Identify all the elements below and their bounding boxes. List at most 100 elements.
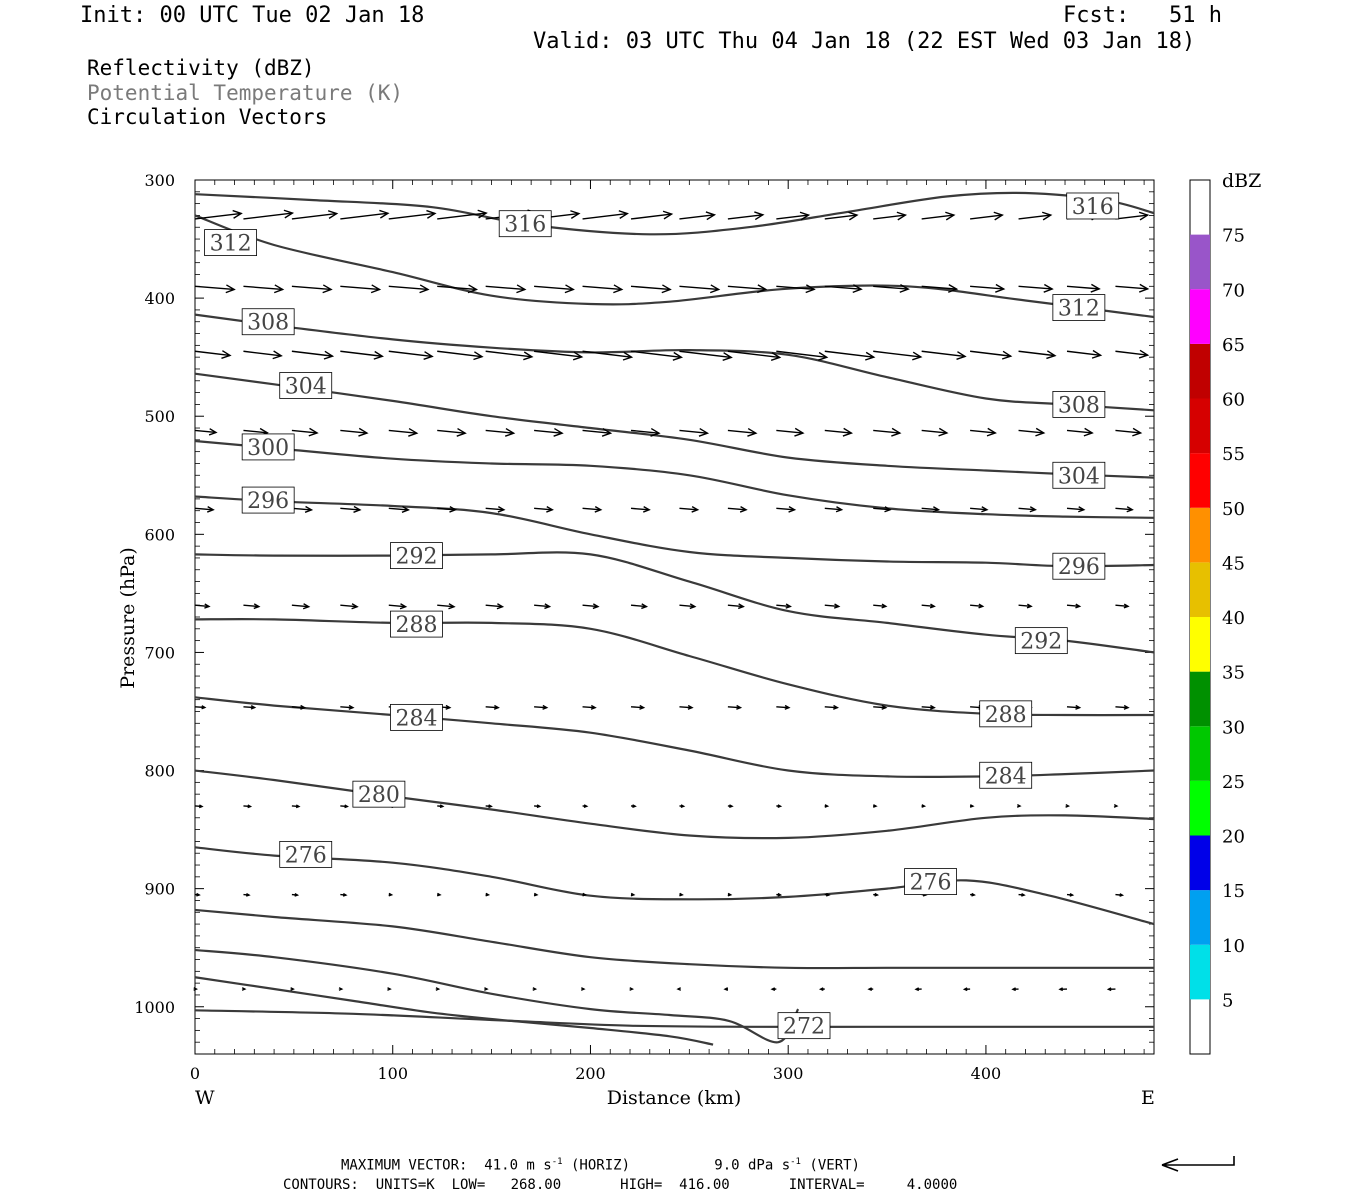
colorbar-tick-label: 15 xyxy=(1222,881,1245,902)
colorbar-tick-label: 25 xyxy=(1222,772,1245,793)
contour-label: 308 xyxy=(1052,391,1106,418)
contour-label: 304 xyxy=(279,372,333,400)
plot-frame xyxy=(194,179,1155,1055)
contours-note: CONTOURS: UNITS=K LOW= 268.00 HIGH= 416.… xyxy=(283,1177,958,1193)
theta-contour-line xyxy=(194,191,1155,236)
circulation-vector xyxy=(243,804,253,809)
circulation-vector xyxy=(776,804,783,809)
circulation-vector xyxy=(824,506,844,513)
theta-contour-line xyxy=(194,976,714,1046)
circulation-vector xyxy=(1058,987,1068,992)
circulation-vector xyxy=(534,506,554,513)
circulation-vector xyxy=(1066,603,1082,609)
circulation-vector xyxy=(1115,506,1134,513)
circulation-vector xyxy=(921,804,927,808)
circulation-vector xyxy=(534,350,584,361)
y-tick-label: 300 xyxy=(144,171,175,190)
circulation-vector xyxy=(921,704,936,710)
y-tick-label: 400 xyxy=(144,289,175,308)
circulation-vector xyxy=(435,987,441,991)
circulation-vector xyxy=(1115,427,1143,437)
circulation-vector xyxy=(630,284,672,294)
circulation-vector xyxy=(867,987,874,992)
circulation-vector xyxy=(873,427,902,437)
contour-label: 296 xyxy=(1052,552,1106,580)
circulation-vector xyxy=(340,505,362,513)
circulation-vector xyxy=(921,506,941,513)
circulation-vector xyxy=(824,427,854,437)
svg-text:280: 280 xyxy=(358,783,400,808)
y-tick-label: 700 xyxy=(144,643,175,662)
circulation-vector xyxy=(824,350,876,361)
circulation-vector xyxy=(873,350,923,361)
circulation-vector xyxy=(1066,892,1075,897)
valid-time: Valid: 03 UTC Thu 04 Jan 18 (22 EST Wed … xyxy=(533,29,1196,54)
contour-label: 312 xyxy=(204,229,257,257)
circulation-vector xyxy=(873,603,888,609)
y-axis-label: Pressure (hPa) xyxy=(117,547,139,689)
y-tick-label: 800 xyxy=(144,762,175,781)
contour-label: 288 xyxy=(390,610,443,638)
theta-contour-line xyxy=(194,439,1155,519)
theta-contour-line xyxy=(194,846,1155,926)
circulation-vector xyxy=(582,804,589,809)
circulation-vector xyxy=(1066,283,1101,293)
circulation-vector xyxy=(291,284,333,294)
circulation-vector xyxy=(193,987,199,991)
circulation-vector xyxy=(534,427,564,437)
colorbar-swatch xyxy=(1190,453,1210,508)
colorbar-tick-label: 5 xyxy=(1222,990,1233,1011)
colorbar-swatch xyxy=(1190,617,1210,672)
unit-exponent: -1 xyxy=(551,1157,563,1167)
circulation-vector xyxy=(582,350,634,361)
circulation-vector xyxy=(679,284,721,294)
circulation-vector xyxy=(824,892,831,897)
colorbar-swatch xyxy=(1190,726,1210,781)
circulation-vector xyxy=(340,603,359,610)
circulation-vector xyxy=(776,350,829,361)
svg-text:292: 292 xyxy=(1020,630,1062,655)
circulation-vector xyxy=(630,804,637,809)
circulation-vector xyxy=(340,892,348,897)
circulation-vector xyxy=(437,804,445,809)
circulation-vector xyxy=(727,704,743,710)
x-tick-label: 0 xyxy=(190,1064,200,1083)
circulation-vector xyxy=(727,284,768,294)
circulation-vector xyxy=(1115,704,1130,710)
circulation-vector xyxy=(194,428,218,436)
forecast-hour: Fcst: 51 h xyxy=(1063,3,1222,28)
x-tick-label: 200 xyxy=(575,1064,606,1083)
circulation-vector xyxy=(1011,987,1019,992)
circulation-vector xyxy=(921,211,956,221)
circulation-vector xyxy=(290,987,295,991)
circulation-vector xyxy=(1115,283,1150,293)
circulation-vector xyxy=(194,209,243,220)
circulation-vector xyxy=(291,892,300,897)
circulation-vector xyxy=(776,284,816,294)
svg-text:296: 296 xyxy=(1058,555,1100,580)
circulation-vector xyxy=(679,350,733,361)
colorbar-swatch xyxy=(1190,289,1210,344)
circulation-vector xyxy=(194,350,232,359)
circulation-vector xyxy=(243,705,257,710)
x-axis-label: Distance (km) xyxy=(607,1087,742,1109)
colorbar-swatch xyxy=(1190,944,1210,1000)
circulation-vector xyxy=(340,209,390,220)
colorbar-swatch xyxy=(1190,398,1210,454)
svg-text:316: 316 xyxy=(1072,195,1114,220)
circulation-vector xyxy=(194,804,204,809)
circulation-vector xyxy=(770,987,777,992)
circulation-vector xyxy=(194,506,215,513)
theta-contour-line xyxy=(194,214,1155,319)
circulation-vector xyxy=(970,427,997,437)
circulation-vector xyxy=(243,603,261,610)
circulation-vector xyxy=(630,210,674,220)
circulation-vector xyxy=(340,284,382,294)
circulation-vector xyxy=(727,427,758,437)
circulation-vector xyxy=(969,804,975,808)
circulation-vector xyxy=(532,987,538,991)
svg-text:288: 288 xyxy=(395,613,437,638)
colorbar-swatch xyxy=(1190,562,1210,617)
contour-label: 276 xyxy=(279,840,333,868)
colorbar-tick-label: 65 xyxy=(1222,335,1245,356)
